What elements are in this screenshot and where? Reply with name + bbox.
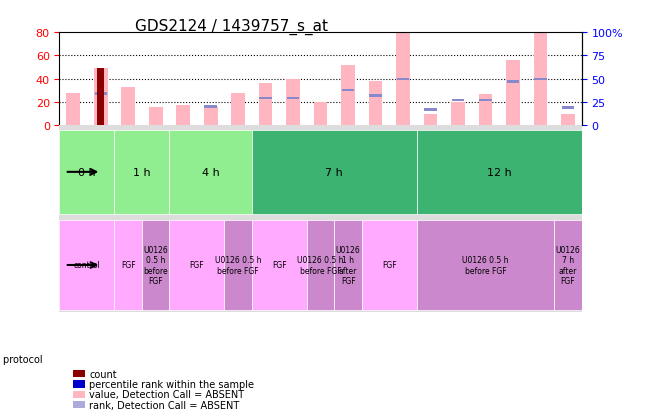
Bar [479,95,492,126]
FancyBboxPatch shape [224,221,252,310]
Bar [95,93,107,95]
Text: percentile rank within the sample: percentile rank within the sample [89,379,254,389]
Bar [314,103,327,126]
Bar [561,114,575,126]
Bar [369,95,382,97]
Bar [66,93,80,126]
Bar [533,33,547,126]
Bar [204,107,217,126]
Bar [258,84,272,126]
Text: rank, Detection Call = ABSENT: rank, Detection Call = ABSENT [89,400,239,410]
FancyBboxPatch shape [307,221,334,310]
Bar [396,24,410,126]
Bar [231,93,245,126]
FancyBboxPatch shape [142,221,169,310]
Text: count: count [89,369,117,379]
Text: 0 h: 0 h [78,167,96,178]
Text: 1 h: 1 h [133,167,151,178]
Bar [204,106,217,109]
Text: control: control [73,261,100,270]
Bar [451,103,465,126]
FancyBboxPatch shape [114,131,169,214]
Bar [122,88,135,126]
FancyBboxPatch shape [252,221,307,310]
Text: U0126
1 h
after
FGF: U0126 1 h after FGF [336,245,360,285]
FancyBboxPatch shape [169,221,224,310]
FancyBboxPatch shape [362,221,417,310]
Bar [287,98,299,100]
Text: FGF: FGF [190,261,204,270]
Bar [452,100,464,102]
FancyBboxPatch shape [59,221,114,310]
Text: value, Detection Call = ABSENT: value, Detection Call = ABSENT [89,389,245,399]
Bar [424,109,437,112]
Bar [534,78,547,81]
Text: U0126
0.5 h
before
FGF: U0126 0.5 h before FGF [143,245,168,285]
Bar [506,61,520,126]
Bar [479,100,492,102]
Text: 4 h: 4 h [202,167,219,178]
Bar [397,78,409,81]
Bar [507,81,519,83]
FancyBboxPatch shape [417,221,554,310]
FancyBboxPatch shape [114,221,142,310]
Text: FGF: FGF [272,261,287,270]
Text: 12 h: 12 h [487,167,512,178]
Bar [341,66,355,126]
Text: U0126 0.5 h
before FGF: U0126 0.5 h before FGF [215,256,261,275]
Bar [176,106,190,126]
Bar [342,90,354,92]
FancyBboxPatch shape [334,221,362,310]
Bar [286,79,300,126]
Bar [94,69,108,126]
Bar [562,107,574,109]
Bar [369,82,383,126]
Text: FGF: FGF [382,261,397,270]
Text: GDS2124 / 1439757_s_at: GDS2124 / 1439757_s_at [135,19,328,35]
Text: 7 h: 7 h [325,167,343,178]
FancyBboxPatch shape [169,131,252,214]
Bar [97,69,104,126]
FancyBboxPatch shape [59,131,114,214]
Text: U0126 0.5 h
before FGF: U0126 0.5 h before FGF [462,256,509,275]
FancyBboxPatch shape [252,131,417,214]
Text: protocol: protocol [3,354,46,364]
FancyBboxPatch shape [554,221,582,310]
FancyBboxPatch shape [417,131,582,214]
Bar [259,98,272,100]
Text: FGF: FGF [121,261,136,270]
Text: U0126 0.5 h
before FGF: U0126 0.5 h before FGF [297,256,344,275]
Bar [149,107,163,126]
Bar [424,114,438,126]
Text: U0126
7 h
after
FGF: U0126 7 h after FGF [555,245,580,285]
